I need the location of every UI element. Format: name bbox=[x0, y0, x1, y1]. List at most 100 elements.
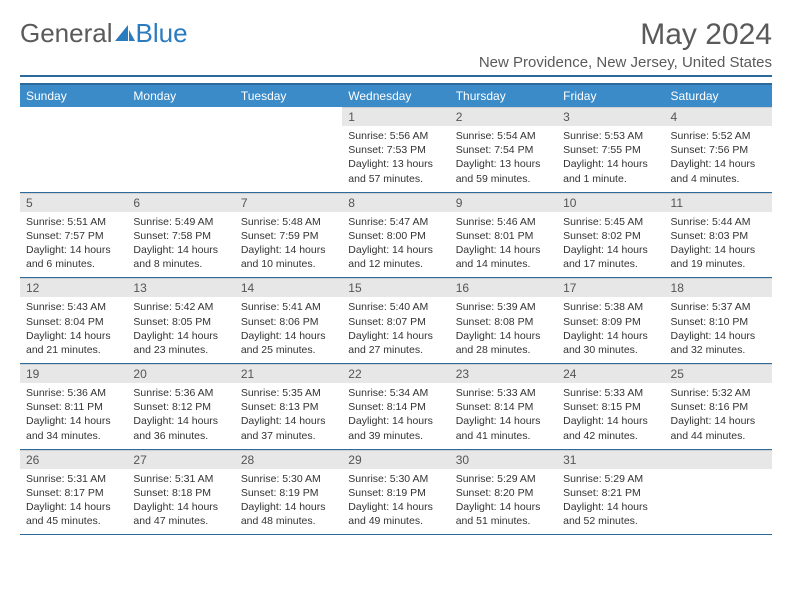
day-data bbox=[127, 125, 234, 183]
day-number: 7 bbox=[235, 193, 342, 212]
sunrise-line: Sunrise: 5:33 AM bbox=[563, 386, 658, 400]
calendar-cell: 9Sunrise: 5:46 AMSunset: 8:01 PMDaylight… bbox=[450, 192, 557, 278]
day-number: 9 bbox=[450, 193, 557, 212]
day-number: 13 bbox=[127, 278, 234, 297]
daylight-line: Daylight: 14 hours and 51 minutes. bbox=[456, 500, 551, 528]
day-number: 15 bbox=[342, 278, 449, 297]
daylight-line: Daylight: 14 hours and 47 minutes. bbox=[133, 500, 228, 528]
brand-sail-icon bbox=[114, 24, 136, 42]
title-block: May 2024 New Providence, New Jersey, Uni… bbox=[479, 18, 772, 71]
day-data: Sunrise: 5:36 AMSunset: 8:12 PMDaylight:… bbox=[127, 383, 234, 449]
sunset-line: Sunset: 8:18 PM bbox=[133, 486, 228, 500]
day-data: Sunrise: 5:52 AMSunset: 7:56 PMDaylight:… bbox=[665, 126, 772, 192]
day-data bbox=[20, 125, 127, 183]
sunrise-line: Sunrise: 5:29 AM bbox=[456, 472, 551, 486]
daylight-line: Daylight: 14 hours and 10 minutes. bbox=[241, 243, 336, 271]
day-number: 8 bbox=[342, 193, 449, 212]
calendar-cell: 5Sunrise: 5:51 AMSunset: 7:57 PMDaylight… bbox=[20, 192, 127, 278]
sunset-line: Sunset: 8:00 PM bbox=[348, 229, 443, 243]
sunset-line: Sunset: 7:55 PM bbox=[563, 143, 658, 157]
daylight-line: Daylight: 14 hours and 45 minutes. bbox=[26, 500, 121, 528]
calendar-cell bbox=[20, 107, 127, 192]
sunrise-line: Sunrise: 5:52 AM bbox=[671, 129, 766, 143]
weekday-header: Saturday bbox=[665, 84, 772, 107]
sunrise-line: Sunrise: 5:43 AM bbox=[26, 300, 121, 314]
sunset-line: Sunset: 7:54 PM bbox=[456, 143, 551, 157]
sunrise-line: Sunrise: 5:47 AM bbox=[348, 215, 443, 229]
day-data: Sunrise: 5:37 AMSunset: 8:10 PMDaylight:… bbox=[665, 297, 772, 363]
day-data: Sunrise: 5:41 AMSunset: 8:06 PMDaylight:… bbox=[235, 297, 342, 363]
day-number: 29 bbox=[342, 450, 449, 469]
sunset-line: Sunset: 7:58 PM bbox=[133, 229, 228, 243]
day-data: Sunrise: 5:29 AMSunset: 8:20 PMDaylight:… bbox=[450, 469, 557, 535]
calendar-cell: 27Sunrise: 5:31 AMSunset: 8:18 PMDayligh… bbox=[127, 449, 234, 535]
day-number: 12 bbox=[20, 278, 127, 297]
sunrise-line: Sunrise: 5:41 AM bbox=[241, 300, 336, 314]
calendar-cell: 21Sunrise: 5:35 AMSunset: 8:13 PMDayligh… bbox=[235, 364, 342, 450]
sunrise-line: Sunrise: 5:31 AM bbox=[133, 472, 228, 486]
day-data: Sunrise: 5:31 AMSunset: 8:18 PMDaylight:… bbox=[127, 469, 234, 535]
day-number: 25 bbox=[665, 364, 772, 383]
sunset-line: Sunset: 8:19 PM bbox=[348, 486, 443, 500]
day-data: Sunrise: 5:51 AMSunset: 7:57 PMDaylight:… bbox=[20, 212, 127, 278]
day-data: Sunrise: 5:40 AMSunset: 8:07 PMDaylight:… bbox=[342, 297, 449, 363]
sunset-line: Sunset: 8:15 PM bbox=[563, 400, 658, 414]
calendar-cell: 3Sunrise: 5:53 AMSunset: 7:55 PMDaylight… bbox=[557, 107, 664, 192]
day-number: 23 bbox=[450, 364, 557, 383]
sunrise-line: Sunrise: 5:29 AM bbox=[563, 472, 658, 486]
day-data: Sunrise: 5:47 AMSunset: 8:00 PMDaylight:… bbox=[342, 212, 449, 278]
weekday-header: Thursday bbox=[450, 84, 557, 107]
day-number: 10 bbox=[557, 193, 664, 212]
calendar-cell: 23Sunrise: 5:33 AMSunset: 8:14 PMDayligh… bbox=[450, 364, 557, 450]
calendar-cell bbox=[235, 107, 342, 192]
daylight-line: Daylight: 14 hours and 27 minutes. bbox=[348, 329, 443, 357]
calendar-row: 26Sunrise: 5:31 AMSunset: 8:17 PMDayligh… bbox=[20, 449, 772, 535]
daylight-line: Daylight: 14 hours and 44 minutes. bbox=[671, 414, 766, 442]
sunrise-line: Sunrise: 5:46 AM bbox=[456, 215, 551, 229]
day-data: Sunrise: 5:29 AMSunset: 8:21 PMDaylight:… bbox=[557, 469, 664, 535]
calendar-cell: 15Sunrise: 5:40 AMSunset: 8:07 PMDayligh… bbox=[342, 278, 449, 364]
sunset-line: Sunset: 8:21 PM bbox=[563, 486, 658, 500]
daylight-line: Daylight: 14 hours and 32 minutes. bbox=[671, 329, 766, 357]
daylight-line: Daylight: 14 hours and 25 minutes. bbox=[241, 329, 336, 357]
calendar-row: 12Sunrise: 5:43 AMSunset: 8:04 PMDayligh… bbox=[20, 278, 772, 364]
calendar-cell: 31Sunrise: 5:29 AMSunset: 8:21 PMDayligh… bbox=[557, 449, 664, 535]
header: General Blue May 2024 New Providence, Ne… bbox=[20, 18, 772, 71]
sunset-line: Sunset: 8:05 PM bbox=[133, 315, 228, 329]
calendar-cell: 25Sunrise: 5:32 AMSunset: 8:16 PMDayligh… bbox=[665, 364, 772, 450]
day-number: 16 bbox=[450, 278, 557, 297]
sunset-line: Sunset: 8:04 PM bbox=[26, 315, 121, 329]
location-text: New Providence, New Jersey, United State… bbox=[479, 54, 772, 71]
calendar-cell: 11Sunrise: 5:44 AMSunset: 8:03 PMDayligh… bbox=[665, 192, 772, 278]
sunset-line: Sunset: 8:17 PM bbox=[26, 486, 121, 500]
day-number bbox=[127, 107, 234, 125]
daylight-line: Daylight: 14 hours and 36 minutes. bbox=[133, 414, 228, 442]
calendar-cell bbox=[665, 449, 772, 535]
sunrise-line: Sunrise: 5:51 AM bbox=[26, 215, 121, 229]
calendar-cell: 14Sunrise: 5:41 AMSunset: 8:06 PMDayligh… bbox=[235, 278, 342, 364]
calendar-cell: 8Sunrise: 5:47 AMSunset: 8:00 PMDaylight… bbox=[342, 192, 449, 278]
sunset-line: Sunset: 8:07 PM bbox=[348, 315, 443, 329]
day-number: 1 bbox=[342, 107, 449, 126]
day-data: Sunrise: 5:43 AMSunset: 8:04 PMDaylight:… bbox=[20, 297, 127, 363]
sunset-line: Sunset: 8:11 PM bbox=[26, 400, 121, 414]
sunset-line: Sunset: 8:20 PM bbox=[456, 486, 551, 500]
daylight-line: Daylight: 14 hours and 34 minutes. bbox=[26, 414, 121, 442]
sunrise-line: Sunrise: 5:30 AM bbox=[348, 472, 443, 486]
brand-text-blue: Blue bbox=[136, 18, 188, 49]
sunrise-line: Sunrise: 5:36 AM bbox=[26, 386, 121, 400]
calendar-cell: 7Sunrise: 5:48 AMSunset: 7:59 PMDaylight… bbox=[235, 192, 342, 278]
calendar-row: 19Sunrise: 5:36 AMSunset: 8:11 PMDayligh… bbox=[20, 364, 772, 450]
day-number: 26 bbox=[20, 450, 127, 469]
day-data: Sunrise: 5:35 AMSunset: 8:13 PMDaylight:… bbox=[235, 383, 342, 449]
day-number: 28 bbox=[235, 450, 342, 469]
day-number: 18 bbox=[665, 278, 772, 297]
day-data: Sunrise: 5:36 AMSunset: 8:11 PMDaylight:… bbox=[20, 383, 127, 449]
day-number: 14 bbox=[235, 278, 342, 297]
sunset-line: Sunset: 8:02 PM bbox=[563, 229, 658, 243]
calendar-cell: 29Sunrise: 5:30 AMSunset: 8:19 PMDayligh… bbox=[342, 449, 449, 535]
calendar-cell: 19Sunrise: 5:36 AMSunset: 8:11 PMDayligh… bbox=[20, 364, 127, 450]
top-rule bbox=[20, 75, 772, 77]
calendar-cell: 28Sunrise: 5:30 AMSunset: 8:19 PMDayligh… bbox=[235, 449, 342, 535]
sunrise-line: Sunrise: 5:35 AM bbox=[241, 386, 336, 400]
